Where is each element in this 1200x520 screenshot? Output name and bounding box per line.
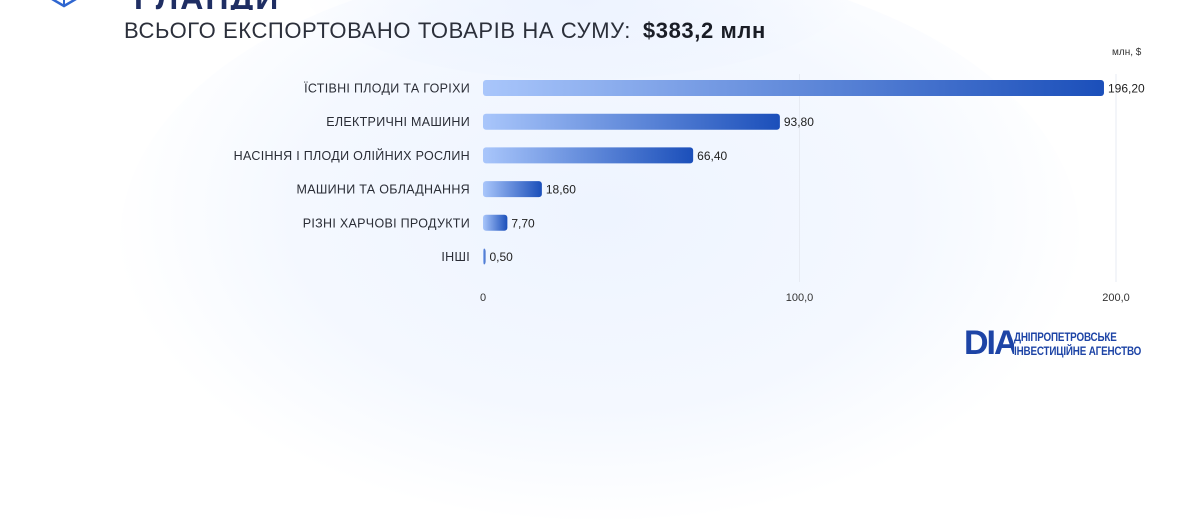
dia-logo-text: ДНІПРОПЕТРОВСЬКЕ ІНВЕСТИЦІЙНЕ АГЕНСТВО bbox=[1014, 330, 1162, 358]
dia-logo-mark: DIA bbox=[964, 324, 1014, 362]
category-label: ЕЛЕКТРИЧНІ МАШИНИ bbox=[326, 115, 470, 129]
bar bbox=[483, 181, 542, 198]
summary-header: ВСЬОГО ЕКСПОРТОВАНО ТОВАРІВ НА СУМУ: $383… bbox=[124, 18, 766, 44]
summary-total: $383,2 млн bbox=[642, 18, 766, 43]
corner-logo-icon bbox=[51, 0, 77, 8]
unit-label: млн, $ bbox=[1112, 47, 1142, 58]
dia-logo-line2: ІНВЕСТИЦІЙНЕ АГЕНСТВО bbox=[1014, 344, 1142, 358]
x-tick-label: 100,0 bbox=[786, 292, 814, 304]
dia-logo-line1: ДНІПРОПЕТРОВСЬКЕ bbox=[1014, 330, 1117, 344]
summary-label: ВСЬОГО ЕКСПОРТОВАНО ТОВАРІВ НА СУМУ: bbox=[124, 18, 631, 43]
bar-chart: 0 100,0 200,0 ЇСТІВНІ ПЛОДИ ТА ГОРІХИ 196,20… bbox=[234, 74, 1145, 304]
bar bbox=[483, 147, 694, 164]
category-label: РІЗНІ ХАРЧОВІ ПРОДУКТИ bbox=[303, 216, 470, 230]
value-label: 7,70 bbox=[511, 216, 535, 230]
value-label: 93,80 bbox=[784, 115, 814, 129]
bar bbox=[483, 80, 1104, 96]
value-label: 66,40 bbox=[697, 149, 727, 163]
x-tick-label: 0 bbox=[480, 292, 486, 304]
dia-logo-icon: DIA bbox=[964, 324, 1020, 362]
value-label: 0,50 bbox=[490, 250, 514, 264]
category-label: НАСІННЯ І ПЛОДИ ОЛІЙНИХ РОСЛИН bbox=[234, 148, 470, 163]
page-title: І ЛАНДИ bbox=[134, 0, 280, 10]
bar bbox=[483, 113, 780, 130]
category-label: ІНШІ bbox=[441, 250, 470, 264]
category-label: МАШИНИ ТА ОБЛАДНАННЯ bbox=[297, 183, 471, 197]
dia-logo: DIA bbox=[964, 322, 1164, 362]
value-label: 18,60 bbox=[546, 183, 576, 197]
value-label: 196,20 bbox=[1108, 82, 1145, 96]
bar bbox=[483, 214, 508, 231]
x-tick-label: 200,0 bbox=[1102, 292, 1130, 304]
bar bbox=[483, 248, 486, 265]
category-label: ЇСТІВНІ ПЛОДИ ТА ГОРІХИ bbox=[304, 82, 470, 96]
